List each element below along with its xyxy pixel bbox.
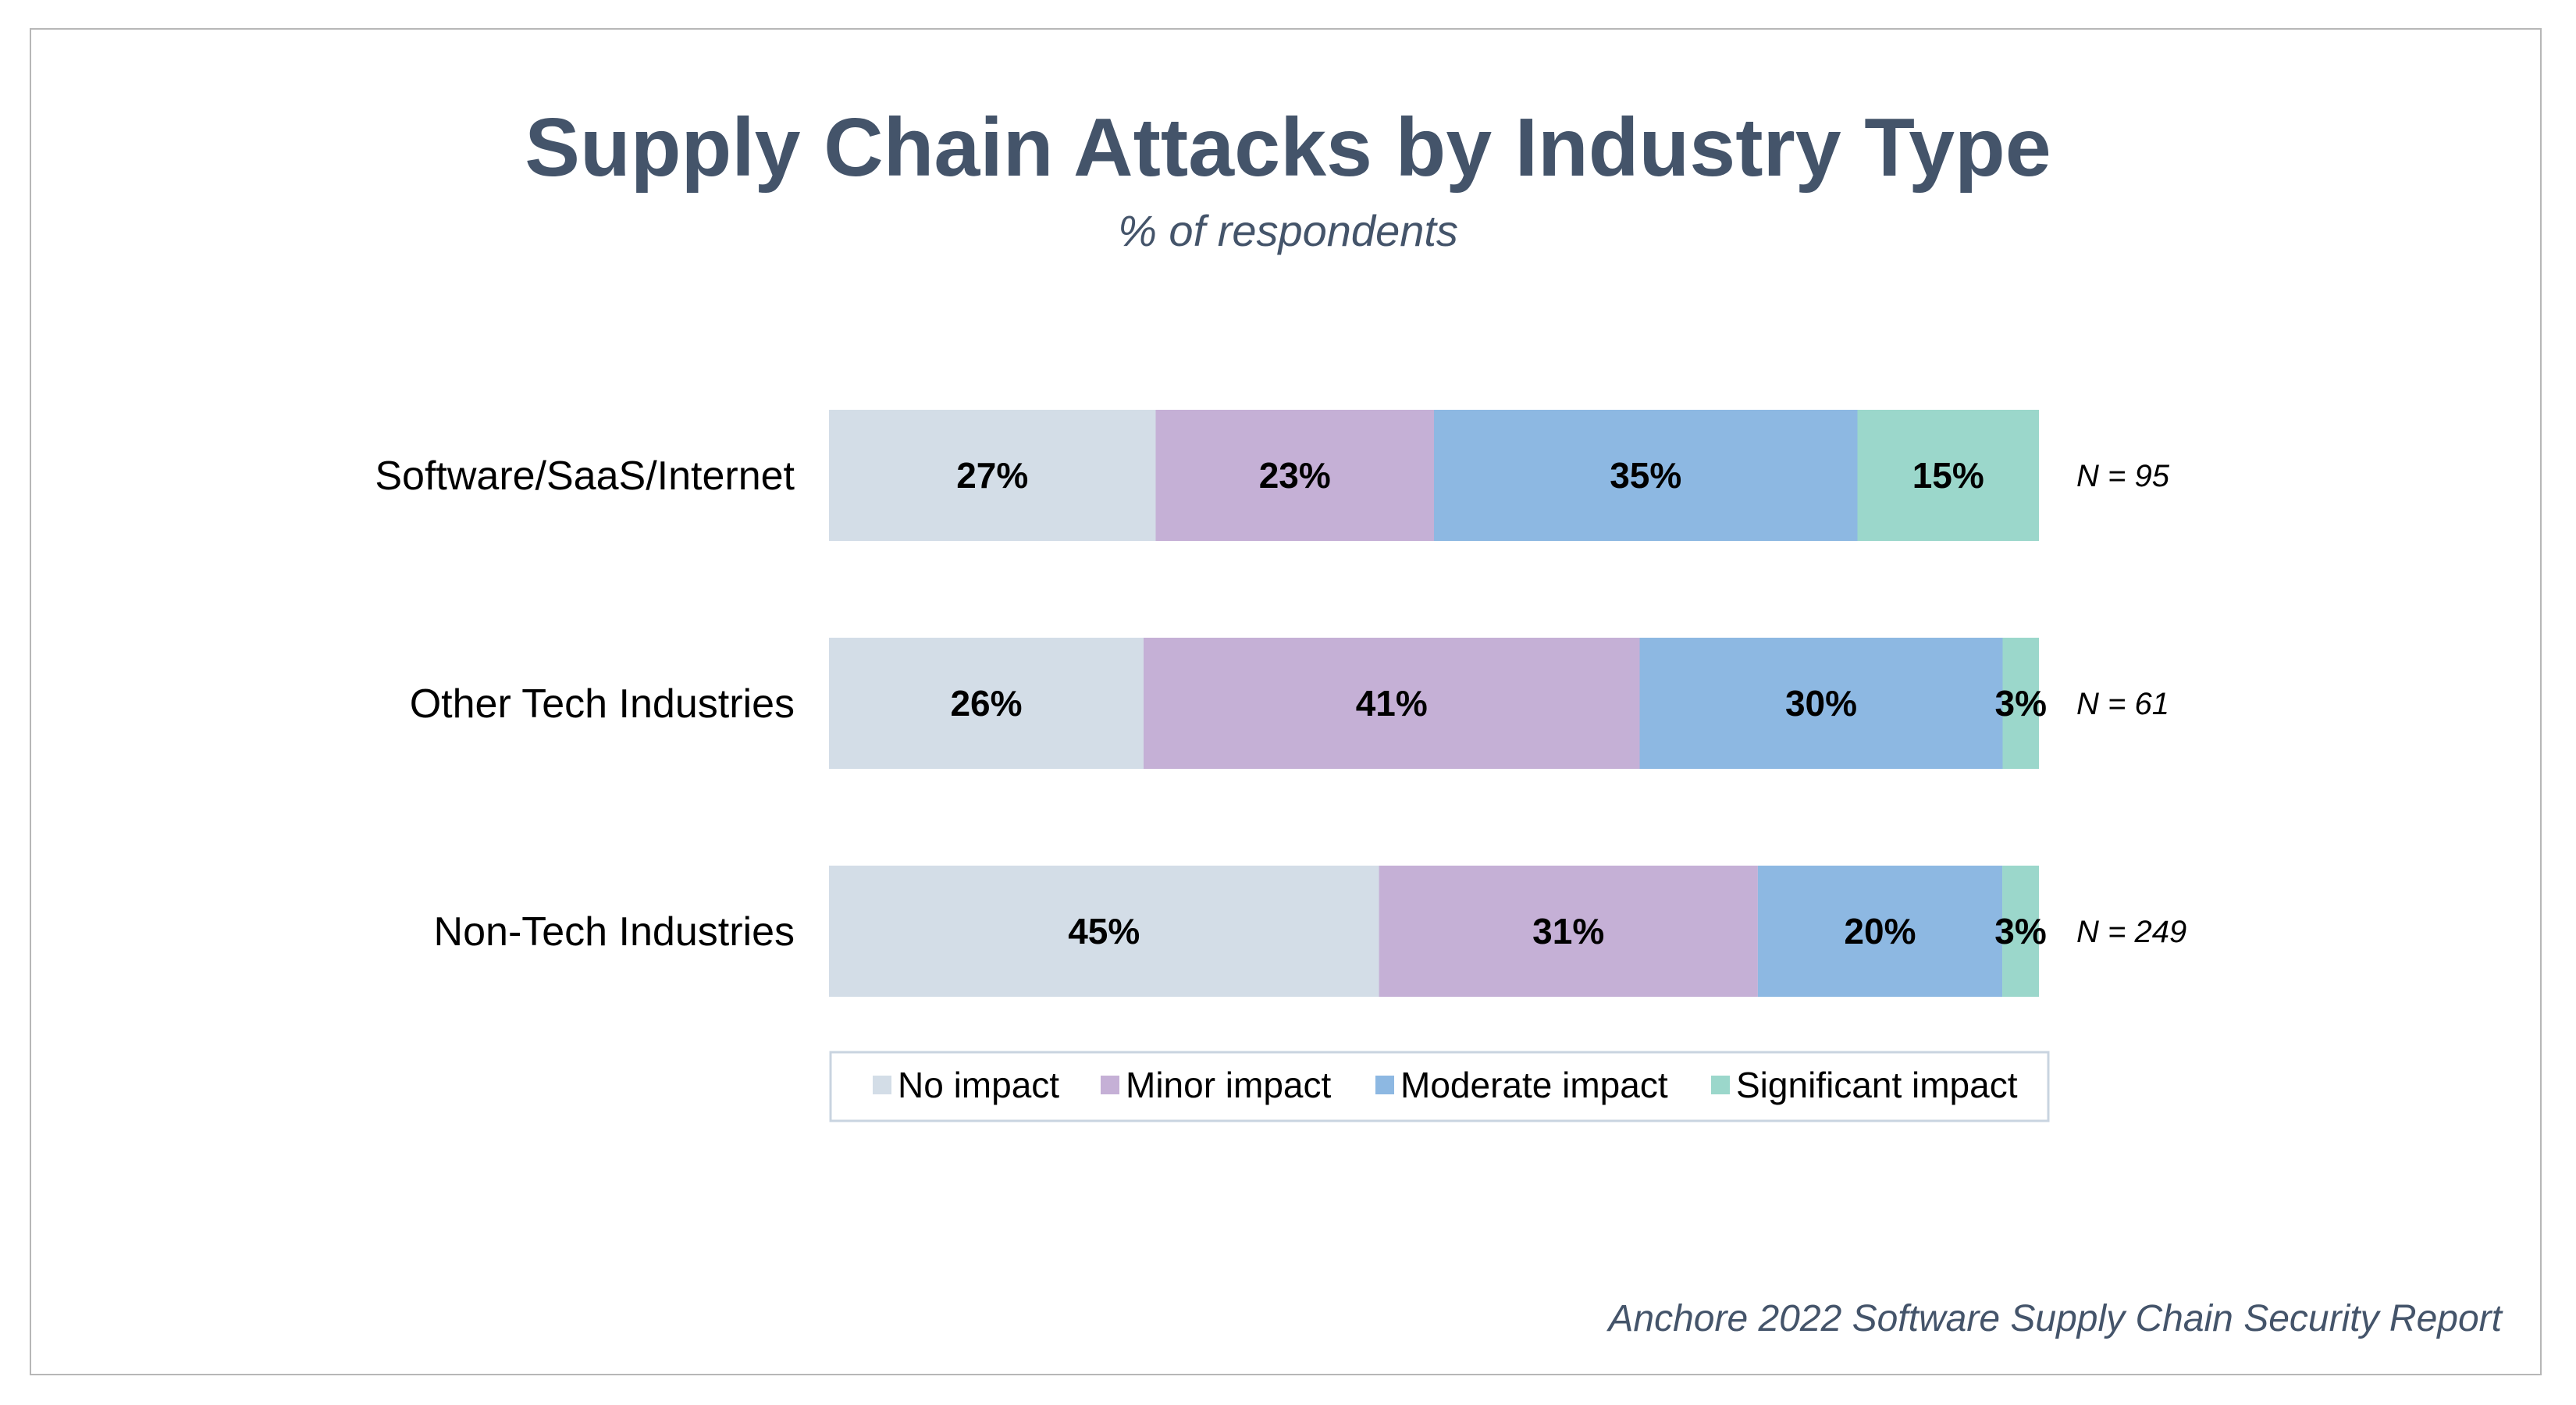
category-label: Non-Tech Industries — [434, 909, 795, 955]
legend-label: Significant impact — [1736, 1065, 2018, 1105]
legend-swatch — [1375, 1076, 1394, 1094]
bars-group: Software/SaaS/Internet 27% 23% 35% 15% N = 95… — [375, 410, 2186, 997]
bar-segment — [1379, 866, 1758, 997]
source-note: Anchore 2022 Software Supply Chain Secur… — [1606, 1298, 2503, 1339]
bar-segment — [2002, 638, 2039, 769]
bar-segment — [1857, 410, 2039, 541]
legend-box — [829, 1051, 2050, 1122]
data-label: 27% — [956, 455, 1028, 496]
bar-segment — [829, 638, 1144, 769]
category-label: Software/SaaS/Internet — [375, 454, 795, 499]
sample-size-label: N = 95 — [2076, 459, 2170, 493]
data-label: 35% — [1610, 455, 1681, 496]
legend-label: Minor impact — [1126, 1065, 1332, 1105]
data-label: 31% — [1532, 911, 1604, 951]
bar-segment — [1144, 638, 1640, 769]
bar-segment — [1639, 638, 2003, 769]
bar-segment — [1757, 866, 2003, 997]
data-label: 3% — [1995, 683, 2047, 724]
chart-title: Supply Chain Attacks by Industry Type — [525, 101, 2051, 194]
chart-subtitle: % of respondents — [1118, 206, 1458, 255]
category-label: Other Tech Industries — [410, 681, 795, 727]
legend-swatch — [1101, 1076, 1119, 1094]
data-label: 41% — [1356, 683, 1428, 724]
data-label: 15% — [1912, 455, 1984, 496]
sample-size-label: N = 61 — [2076, 687, 2169, 721]
bar-segment — [829, 410, 1156, 541]
data-label: 45% — [1068, 911, 1140, 951]
data-label: 30% — [1785, 683, 1857, 724]
data-label: 23% — [1259, 455, 1331, 496]
sample-size-label: N = 249 — [2076, 915, 2186, 949]
bar-segment — [829, 866, 1379, 997]
data-label: 26% — [950, 683, 1022, 724]
bar-segment — [1434, 410, 1858, 541]
legend: No impact Minor impact Moderate impact Sign… — [829, 1051, 2050, 1122]
legend-swatch — [873, 1076, 891, 1094]
data-label: 20% — [1844, 911, 1916, 951]
bar-segment — [1155, 410, 1434, 541]
legend-label: Moderate impact — [1400, 1065, 1668, 1105]
legend-swatch — [1711, 1076, 1730, 1094]
data-label: 3% — [1994, 911, 2046, 951]
legend-label: No impact — [898, 1065, 1059, 1105]
bar-segment — [2002, 866, 2039, 997]
